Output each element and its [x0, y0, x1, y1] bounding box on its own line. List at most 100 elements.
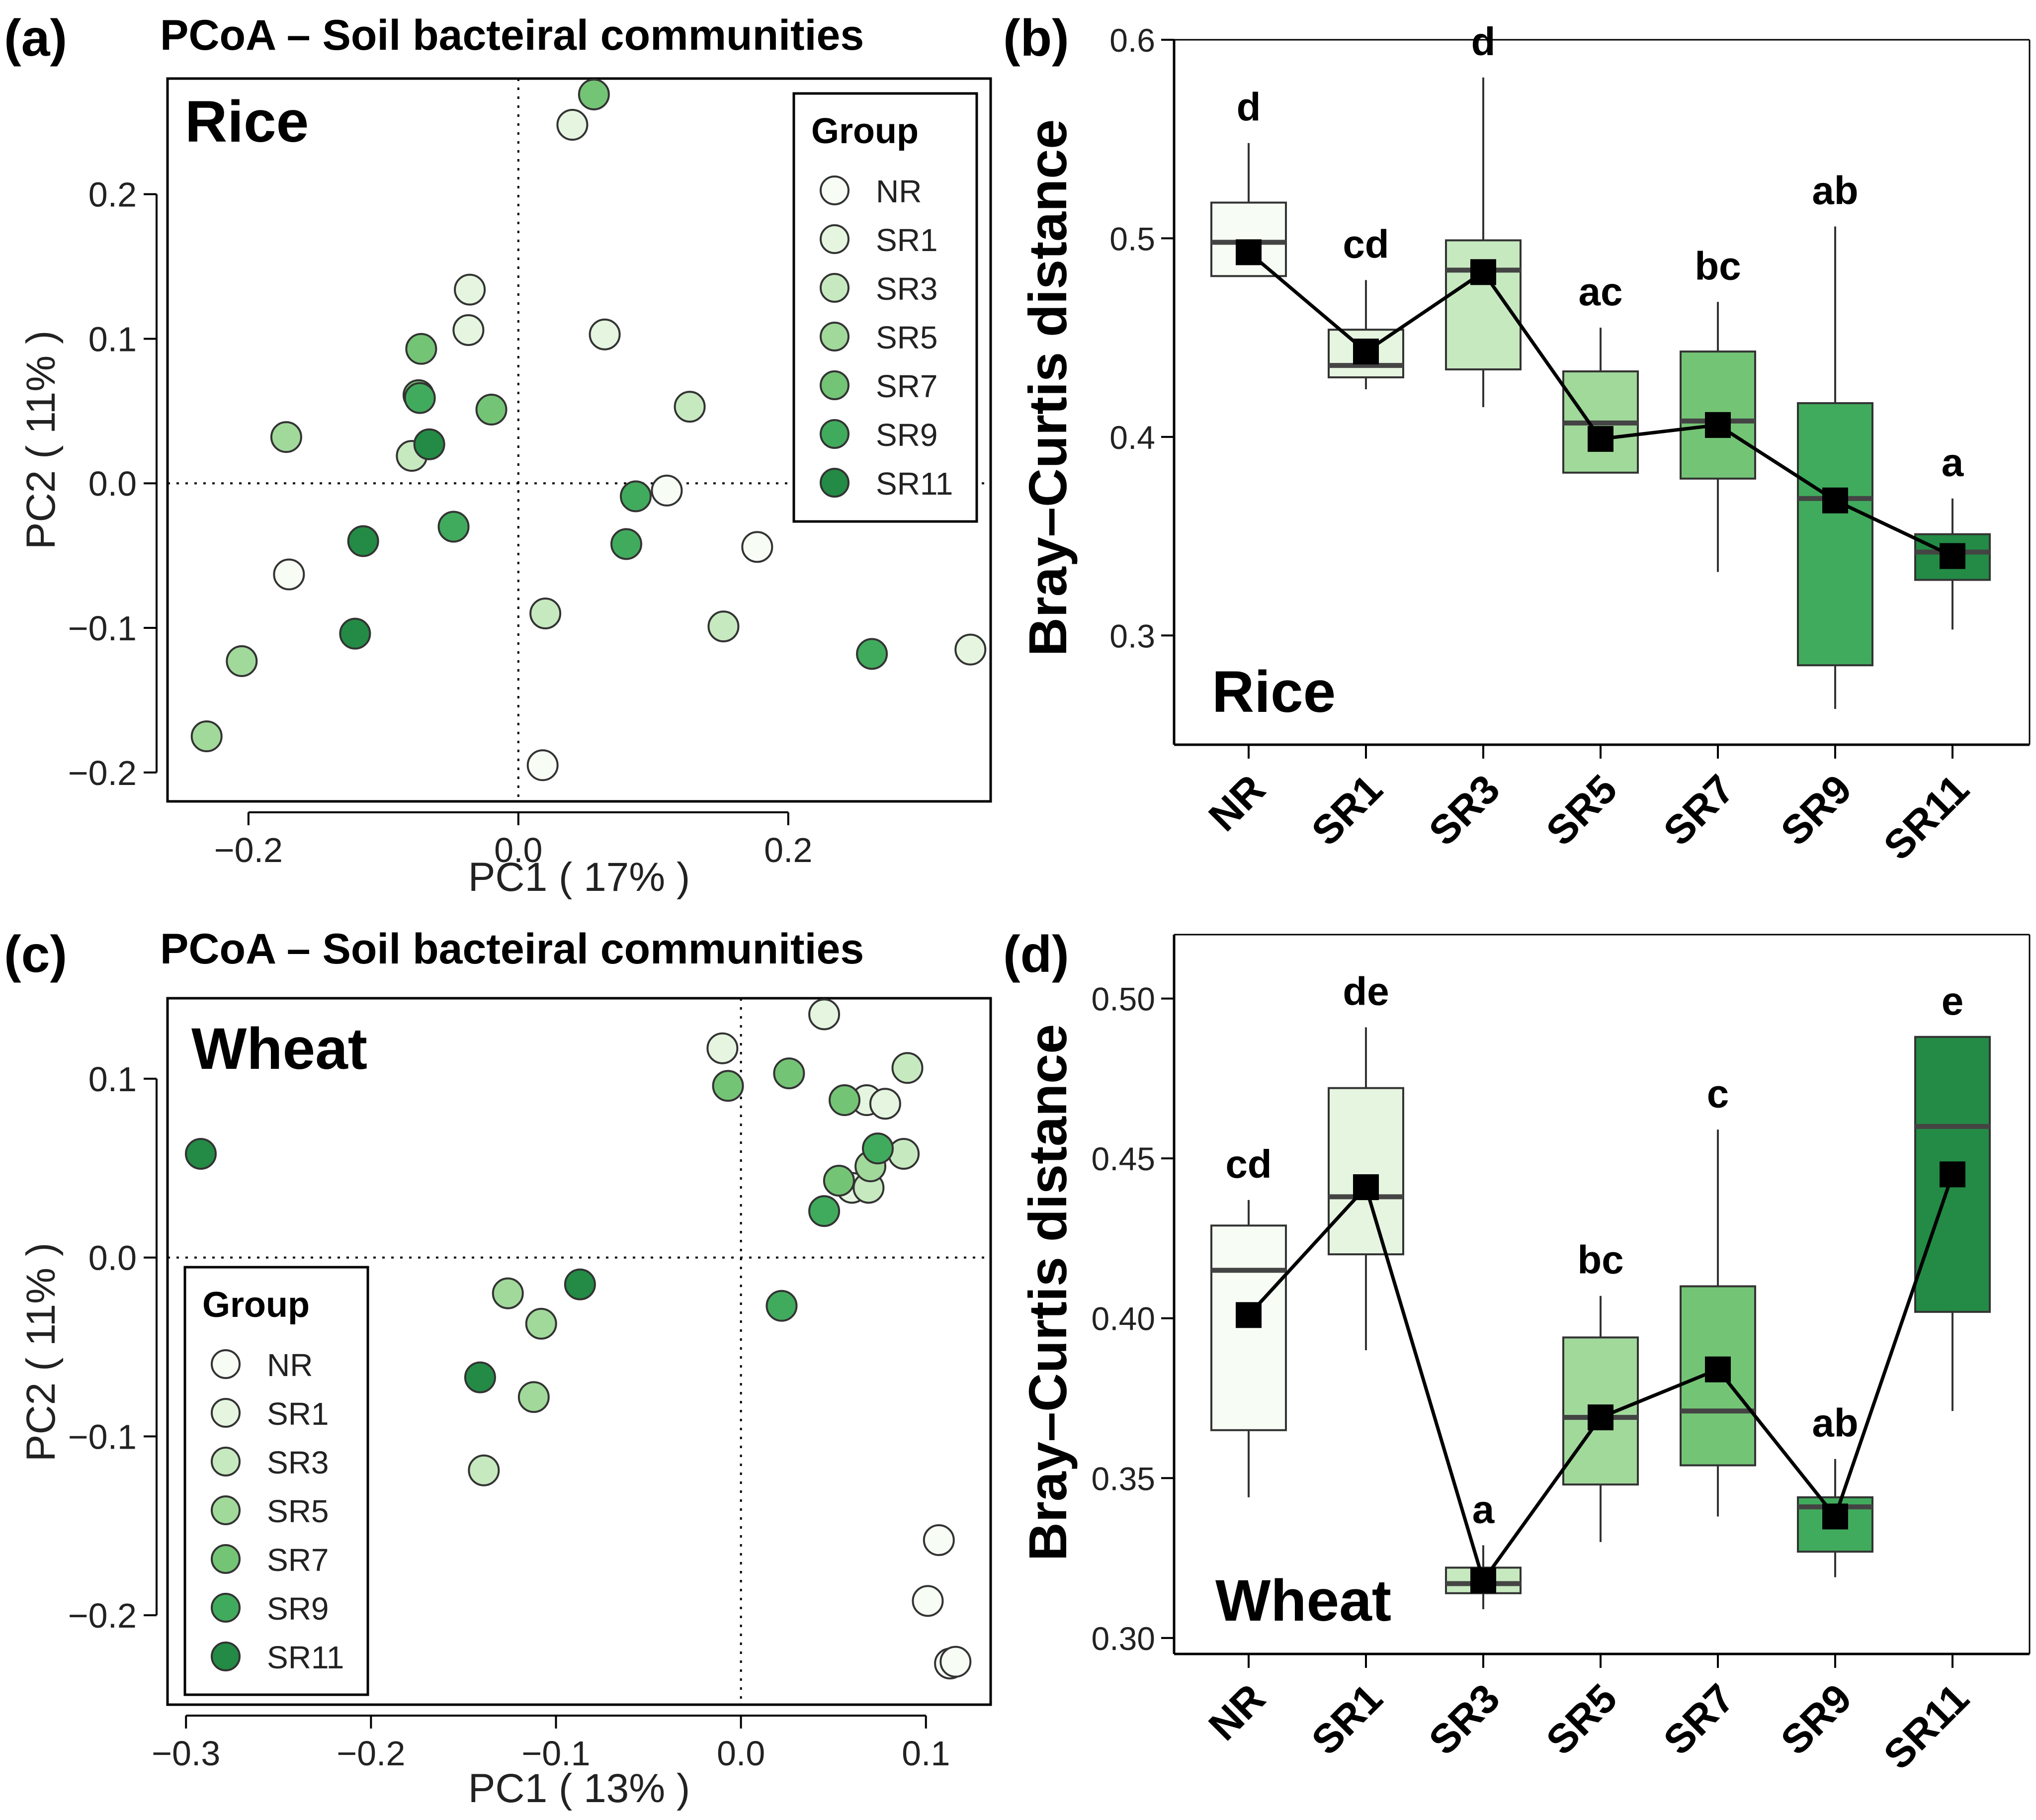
legend-label-sr7: SR7 [876, 368, 938, 404]
legend-label-sr5: SR5 [876, 320, 938, 355]
legend-swatch-sr7 [211, 1544, 241, 1574]
y-tick-label: −0.1 [68, 609, 137, 648]
data-point-sr3 [891, 1052, 924, 1084]
data-point-sr11 [184, 1137, 217, 1170]
legend-swatch-nr [211, 1349, 241, 1379]
data-point-sr5 [226, 645, 258, 677]
legend-swatch-sr11 [211, 1642, 241, 1671]
data-point-sr11 [347, 525, 379, 557]
data-point-sr9 [610, 528, 643, 560]
legend-label-sr9: SR9 [876, 417, 938, 453]
data-point-nr [939, 1646, 972, 1678]
legend-label-sr1: SR1 [267, 1396, 329, 1432]
mean-marker-sr7 [1705, 1356, 1731, 1383]
chart-title: PCoA – Soil bacteiral communities [160, 11, 864, 59]
significance-letter: cd [1343, 222, 1389, 266]
data-point-sr11 [464, 1361, 496, 1393]
legend-swatch-sr3 [820, 273, 849, 303]
legend-swatch-sr9 [820, 419, 849, 449]
y-axis-title: PC2 ( 11% ) [18, 1243, 64, 1462]
panels: (a) PCoA – Soil bacteiral communities −0.2… [4, 9, 2031, 1811]
data-point-sr11 [413, 428, 445, 460]
y-tick-label: 0.1 [88, 1060, 137, 1099]
mean-marker-nr [1236, 239, 1262, 265]
data-point-sr1 [869, 1088, 901, 1120]
data-point-sr1 [808, 998, 841, 1031]
significance-letter: d [1471, 19, 1496, 64]
data-point-sr1 [954, 633, 987, 666]
significance-letter: a [1472, 1487, 1495, 1531]
y-tick-label: 0.50 [1092, 981, 1155, 1018]
data-point-sr9 [861, 1132, 894, 1165]
y-tick-label: 0.30 [1092, 1620, 1155, 1657]
significance-letter: ac [1579, 269, 1623, 314]
legend-title: Group [202, 1285, 310, 1325]
data-point-sr5 [492, 1277, 524, 1309]
plot-frame [166, 997, 992, 1706]
significance-letter: ab [1812, 1401, 1858, 1445]
y-tick-label: 0.45 [1092, 1140, 1155, 1177]
legend-swatch-sr3 [211, 1447, 241, 1476]
mean-marker-sr1 [1353, 1174, 1379, 1201]
legend-swatch-nr [820, 175, 849, 205]
legend-swatch-sr1 [820, 224, 849, 254]
data-point-sr9 [437, 511, 470, 543]
data-point-sr1 [454, 273, 486, 306]
significance-letter: de [1343, 969, 1389, 1014]
data-point-sr5 [525, 1307, 557, 1340]
significance-letter: e [1942, 979, 1964, 1023]
data-point-sr1 [706, 1032, 739, 1064]
data-point-sr7 [405, 333, 437, 365]
y-axis-title: Bray–Curtis distance [1018, 119, 1078, 656]
crop-label: Wheat [191, 1016, 367, 1082]
y-tick-label: −0.2 [68, 754, 137, 792]
box-panel-b: (b) 0.3 0.4 0.5 0.6 Bray–Curtis distance Rice d… [1003, 9, 2031, 869]
iqr-box [1562, 1336, 1639, 1486]
legend-label-nr: NR [267, 1347, 313, 1383]
panel-label: (a) [4, 9, 67, 67]
legend-title: Group [811, 111, 919, 151]
mean-marker-sr1 [1353, 339, 1379, 365]
y-tick-label: 0.2 [88, 175, 137, 214]
mean-marker-sr11 [1940, 543, 1965, 569]
y-tick-label: 0.40 [1092, 1300, 1155, 1337]
crop-label: Rice [185, 89, 309, 155]
legend-label-sr5: SR5 [267, 1493, 329, 1529]
significance-letter: c [1707, 1071, 1729, 1116]
crop-label: Wheat [1215, 1568, 1391, 1634]
data-point-sr9 [765, 1290, 798, 1322]
x-tick-label: −0.2 [214, 831, 283, 869]
legend-swatch-sr9 [211, 1593, 241, 1623]
data-point-sr9 [404, 382, 436, 414]
data-point-nr [912, 1585, 944, 1617]
iqr-box [1797, 402, 1873, 667]
data-point-sr9 [856, 638, 888, 670]
legend-swatch-sr7 [820, 370, 849, 400]
data-point-sr3 [707, 610, 740, 643]
data-point-nr [273, 558, 305, 591]
data-point-sr9 [808, 1195, 841, 1227]
scatter-panel-a: (a) PCoA – Soil bacteiral communities −0.2… [4, 9, 992, 900]
y-axis-title: Bray–Curtis distance [1018, 1024, 1078, 1561]
significance-letter: ab [1812, 168, 1858, 212]
mean-marker-sr3 [1470, 1567, 1496, 1594]
x-tick-label: −0.1 [521, 1734, 590, 1773]
x-tick-label: −0.2 [337, 1734, 405, 1773]
chart-title: PCoA – Soil bacteiral communities [160, 925, 864, 973]
significance-letter: d [1237, 85, 1261, 129]
data-point-sr7 [823, 1164, 855, 1197]
y-tick-label: 0.3 [1109, 617, 1155, 654]
data-point-sr7 [829, 1084, 861, 1117]
legend: Group NR SR1 SR3 SR5 SR7 SR9 SR11 [792, 92, 978, 523]
legend-label-sr7: SR7 [267, 1542, 329, 1578]
data-point-sr5 [517, 1381, 550, 1413]
data-point-sr3 [529, 597, 562, 629]
data-point-sr11 [339, 617, 371, 650]
panel-label: (c) [4, 926, 67, 983]
y-tick-label: 0.0 [88, 1239, 137, 1278]
mean-marker-sr9 [1822, 1503, 1848, 1530]
y-tick-label: 0.4 [1109, 419, 1155, 456]
y-tick-label: 0.1 [88, 320, 137, 358]
